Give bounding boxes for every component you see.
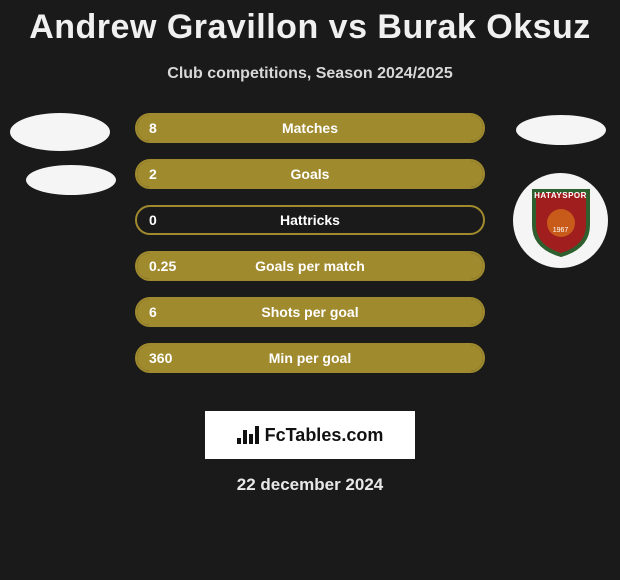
hatayspor-shield-icon: HATAYSPOR 1967 xyxy=(530,185,592,257)
player1-club-placeholder xyxy=(26,165,116,195)
stat-label: Min per goal xyxy=(137,350,483,366)
subtitle: Club competitions, Season 2024/2025 xyxy=(0,65,620,83)
stat-label: Hattricks xyxy=(137,212,483,228)
brand-text: FcTables.com xyxy=(265,425,384,446)
page-title: Andrew Gravillon vs Burak Oksuz xyxy=(0,0,620,47)
stat-bar: 8Matches xyxy=(135,113,485,143)
fctables-logo: FcTables.com xyxy=(205,411,415,459)
player1-avatar-placeholder xyxy=(10,113,110,151)
shield-club-name: HATAYSPOR xyxy=(530,191,592,200)
stat-label: Shots per goal xyxy=(137,304,483,320)
comparison-area: HATAYSPOR 1967 8Matches 2Goals 0Hattricks 0… xyxy=(0,113,620,393)
stat-bar: 6Shots per goal xyxy=(135,297,485,327)
stat-bar: 0.25Goals per match xyxy=(135,251,485,281)
stat-bars-container: 8Matches 2Goals 0Hattricks 0.25Goals per ma… xyxy=(135,113,485,389)
stat-label: Goals per match xyxy=(137,258,483,274)
footer-date: 22 december 2024 xyxy=(0,475,620,495)
stat-bar: 2Goals xyxy=(135,159,485,189)
stat-bar: 0Hattricks xyxy=(135,205,485,235)
stat-bar: 360Min per goal xyxy=(135,343,485,373)
player2-avatar-placeholder xyxy=(516,115,606,145)
stat-label: Matches xyxy=(137,120,483,136)
player2-club-badge: HATAYSPOR 1967 xyxy=(513,173,608,268)
bar-chart-icon xyxy=(237,426,259,444)
shield-club-year: 1967 xyxy=(530,227,592,234)
stat-label: Goals xyxy=(137,166,483,182)
